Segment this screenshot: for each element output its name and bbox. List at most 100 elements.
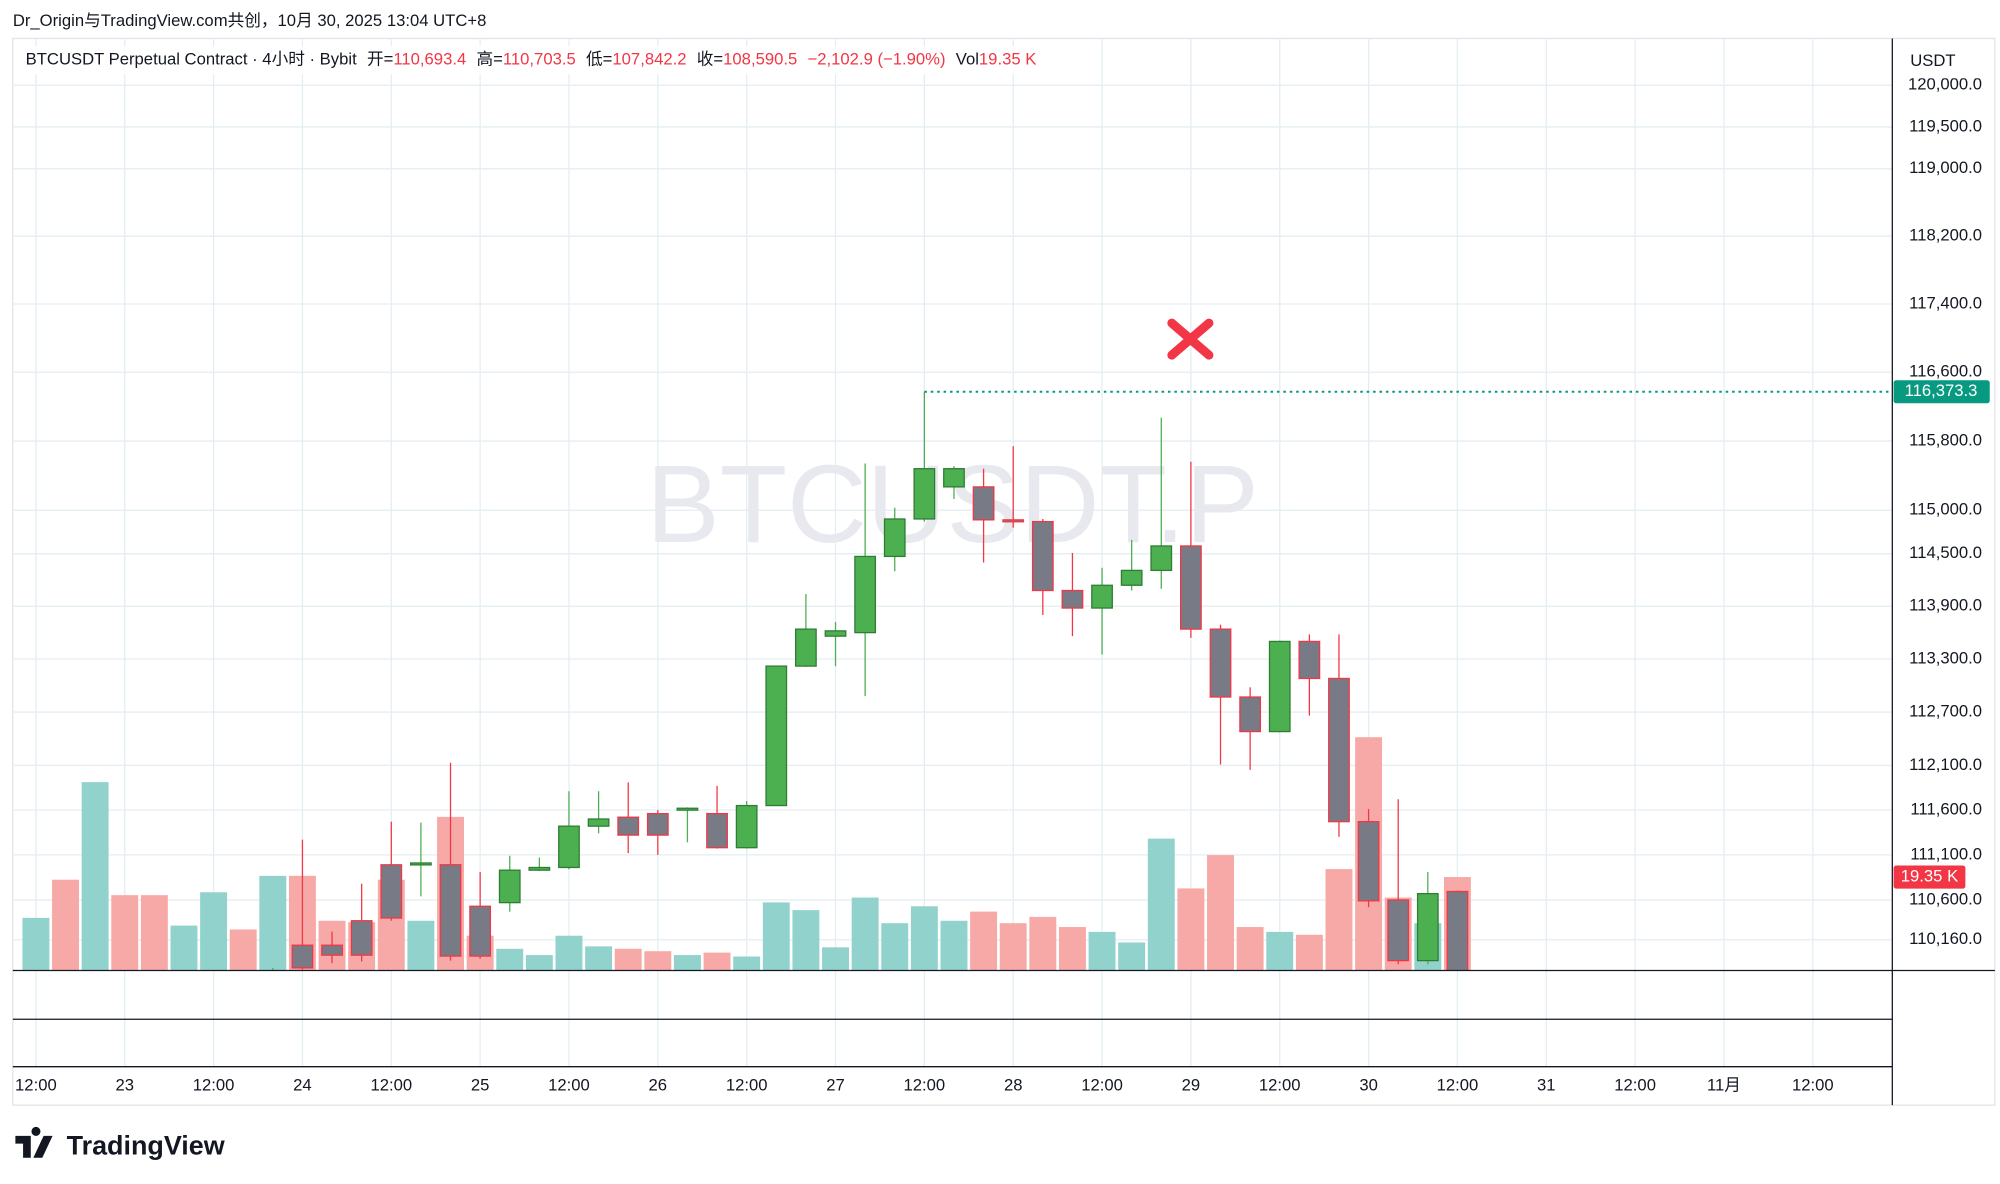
low-value: 107,842.2 — [612, 50, 686, 69]
candle-body — [1002, 519, 1025, 523]
volume-bar — [1147, 838, 1175, 971]
x-tick-label: 12:00 — [1081, 1075, 1123, 1094]
vol-label: Vol — [956, 50, 979, 69]
candle-body — [409, 862, 432, 866]
candle-body — [291, 944, 314, 969]
symbol: BTCUSDT Perpetual Contract · 4小时 · Bybit — [26, 50, 357, 69]
volume-bar — [1207, 855, 1234, 971]
volume-bar — [1029, 916, 1057, 971]
volume-bar — [851, 897, 879, 971]
volume-label: 19.35 K — [1901, 866, 1958, 885]
volume-bar — [407, 920, 435, 971]
volume-bar — [22, 917, 50, 971]
x-tick-label: 25 — [471, 1075, 490, 1094]
candle-body — [1120, 569, 1143, 586]
legend: BTCUSDT Perpetual Contract · 4小时 · Bybit… — [15, 46, 1093, 75]
candle-body — [735, 804, 758, 849]
y-tick-label: 116,600.0 — [1909, 362, 1982, 381]
volume-bar — [229, 929, 257, 971]
x-tick-label: 12:00 — [548, 1075, 590, 1094]
volume-bar — [1058, 927, 1086, 971]
y-tick-label: 113,300.0 — [1909, 648, 1982, 667]
volume-bar — [703, 952, 731, 971]
volume-bar — [1236, 927, 1264, 971]
x-tick-label: 12:00 — [1792, 1075, 1834, 1094]
header: Dr_Origin与TradingView.com共创，10月 30, 2025… — [13, 11, 487, 30]
candle-body — [824, 630, 847, 637]
candle-body — [558, 825, 580, 869]
candle-body — [1209, 628, 1232, 698]
volume-bar — [733, 956, 761, 971]
candle-body — [174, 1009, 195, 1027]
x-tick-label: 31 — [1537, 1075, 1556, 1094]
candle-body — [1416, 892, 1439, 962]
y-tick-label: 110,600.0 — [1909, 889, 1982, 908]
volume-bar — [52, 879, 79, 971]
candle-body — [883, 518, 906, 558]
x-tick-label: 12:00 — [904, 1075, 946, 1094]
volume-bar — [1177, 888, 1205, 971]
chart-frame — [12, 37, 1996, 1106]
candle-body — [587, 818, 610, 827]
candle-body — [943, 468, 965, 488]
volume-bar — [200, 892, 228, 971]
high-label: 高= — [476, 50, 502, 69]
y-tick-label: 117,400.0 — [1909, 293, 1982, 312]
x-tick-label: 11月 — [1707, 1075, 1741, 1094]
x-tick-label: 12:00 — [1437, 1075, 1479, 1094]
candle-body — [528, 866, 551, 871]
volume-bar — [792, 910, 820, 971]
y-tick-label: 115,000.0 — [1909, 500, 1982, 519]
x-tick-label: 12:00 — [193, 1075, 235, 1094]
candle-body — [1061, 589, 1084, 609]
x-tick-label: 12:00 — [1259, 1075, 1301, 1094]
candle-body — [439, 864, 462, 957]
volume-bar — [762, 902, 790, 971]
y-tick-label: 110,160.0 — [1909, 929, 1982, 948]
y-tick-label: 115,800.0 — [1909, 430, 1982, 449]
y-tick-label: 120,000.0 — [1908, 75, 1982, 94]
grid — [12, 38, 1893, 1067]
candle-body — [1446, 890, 1469, 971]
candle-body — [1091, 584, 1113, 609]
y-tick-label: 118,200.0 — [1909, 226, 1982, 245]
x-tick-label: 28 — [1004, 1075, 1023, 1094]
volume-bar — [1118, 942, 1146, 971]
volume-label-bg — [1893, 865, 1966, 889]
open-label: 开= — [367, 50, 393, 69]
candle-body — [913, 468, 936, 520]
logo-text: TradingView — [67, 1131, 225, 1161]
y-tick-label: 112,700.0 — [1909, 701, 1982, 720]
axis-unit: USDT — [1910, 51, 1955, 70]
volume-bar — [555, 935, 583, 971]
open-value: 110,693.4 — [393, 50, 466, 69]
low-label: 低= — [586, 50, 612, 69]
x-tick-label: 26 — [649, 1075, 668, 1094]
candle-body — [1180, 545, 1202, 630]
candle-body — [233, 991, 254, 1000]
candle-body — [1031, 520, 1054, 592]
candle-body — [321, 944, 343, 956]
candle-body — [1328, 677, 1350, 823]
x-tick-label: 12:00 — [726, 1075, 768, 1094]
price-label-bg — [1893, 380, 1990, 404]
candle-body — [676, 807, 699, 811]
candle-body — [144, 1009, 165, 1027]
candle-body — [469, 905, 492, 957]
volume-bar — [1295, 934, 1323, 971]
legend-bg — [15, 46, 1093, 75]
volume-bar — [170, 925, 198, 971]
y-tick-label: 112,100.0 — [1909, 755, 1982, 774]
volume-bar — [111, 895, 139, 971]
price-label: 116,373.3 — [1905, 381, 1978, 400]
x-tick-label: 12:00 — [370, 1075, 412, 1094]
volume-bar — [525, 955, 553, 971]
candle-body — [1298, 640, 1321, 680]
volume-bar — [970, 911, 998, 971]
candle-body — [85, 982, 106, 1037]
volume-bar — [881, 923, 909, 971]
volume-bar — [1325, 869, 1353, 971]
candle-body — [55, 1000, 76, 1037]
